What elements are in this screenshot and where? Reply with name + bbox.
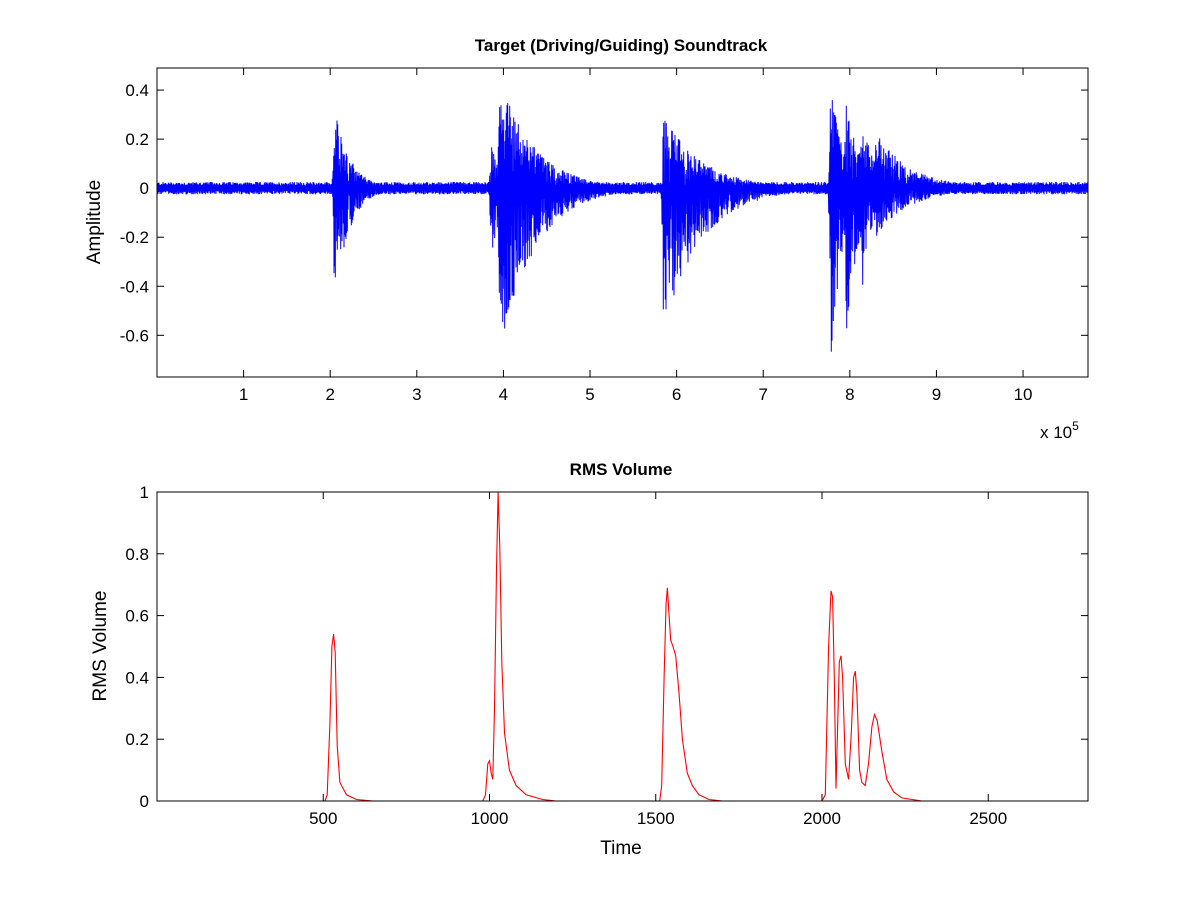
top-y-tick-label: -0.4 xyxy=(120,277,149,296)
top-x-tick-label: 3 xyxy=(412,385,421,404)
top-y-tick-label: 0 xyxy=(140,179,149,198)
bottom-plot-frame xyxy=(156,491,1089,802)
top-y-tick-label: 0.4 xyxy=(125,81,149,100)
top-x-tick-label: 2 xyxy=(325,385,334,404)
bottom-chart-title: RMS Volume xyxy=(570,460,673,479)
bottom-x-axis-label: Time xyxy=(600,838,642,859)
x-exponent-power: 5 xyxy=(1072,419,1079,433)
top-x-exponent-label: x 105 xyxy=(1040,419,1079,442)
bottom-x-tick-label: 500 xyxy=(309,809,337,828)
top-x-tick-label: 4 xyxy=(499,385,508,404)
bottom-y-tick-label: 0 xyxy=(140,792,149,811)
bottom-plot-area xyxy=(157,492,1088,801)
bottom-x-tick-label: 1000 xyxy=(471,809,509,828)
bottom-y-tick-label: 0.6 xyxy=(125,607,149,626)
top-x-tick-label: 7 xyxy=(758,385,767,404)
top-y-tick-label: 0.2 xyxy=(125,130,149,149)
bottom-chart: RMS Volume 500 1000 1500 2000 2500 0 0.2 0.4 0.… xyxy=(90,460,1089,859)
top-chart: Target (Driving/Guiding) Soundtrack 1 2 3 4… xyxy=(84,36,1089,442)
bottom-y-tick-labels: 0 0.2 0.4 0.6 0.8 1 xyxy=(125,483,149,811)
bottom-y-tick-label: 1 xyxy=(140,483,149,502)
bottom-y-tick-label: 0.2 xyxy=(125,730,149,749)
amplitude-series-line xyxy=(156,100,1089,352)
bottom-y-tick-label: 0.8 xyxy=(125,545,149,564)
bottom-x-tick-label: 2000 xyxy=(803,809,841,828)
top-x-tick-label: 9 xyxy=(932,385,941,404)
top-x-tick-label: 8 xyxy=(845,385,854,404)
top-chart-title: Target (Driving/Guiding) Soundtrack xyxy=(475,36,768,55)
top-plot-frame xyxy=(156,67,1089,378)
top-x-tick-labels: 1 2 3 4 5 6 7 8 9 10 xyxy=(239,385,1033,404)
top-y-axis-label: Amplitude xyxy=(84,180,105,265)
x-exponent-base: x 10 xyxy=(1040,423,1072,442)
top-y-tick-label: -0.2 xyxy=(120,228,149,247)
rms-volume-series-line xyxy=(157,491,1088,802)
top-y-tick-labels: 0.4 0.2 0 -0.2 -0.4 -0.6 xyxy=(120,81,149,345)
bottom-y-axis-label: RMS Volume xyxy=(90,591,111,702)
bottom-x-tick-label: 1500 xyxy=(637,809,675,828)
top-x-tick-label: 5 xyxy=(585,385,594,404)
top-x-tick-label: 6 xyxy=(672,385,681,404)
top-plot-area xyxy=(157,68,1088,377)
top-x-tick-label: 10 xyxy=(1014,385,1033,404)
top-y-tick-label: -0.6 xyxy=(120,326,149,345)
bottom-y-tick-label: 0.4 xyxy=(125,668,149,687)
bottom-x-tick-labels: 500 1000 1500 2000 2500 xyxy=(309,809,1007,828)
bottom-x-tick-label: 2500 xyxy=(969,809,1007,828)
top-x-tick-label: 1 xyxy=(239,385,248,404)
